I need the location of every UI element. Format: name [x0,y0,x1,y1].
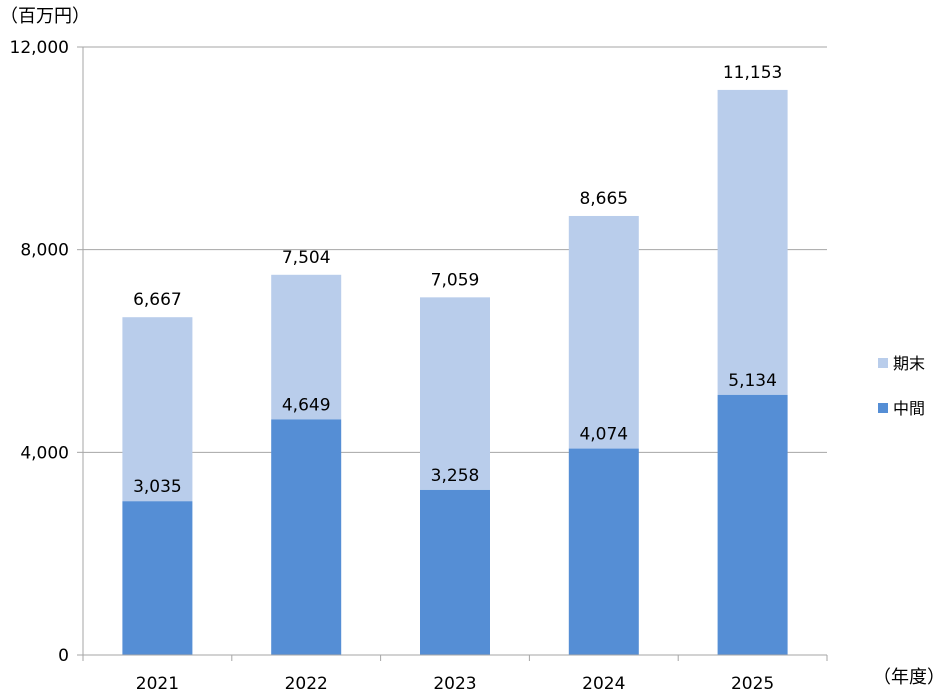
data-label-total: 7,059 [431,270,480,290]
data-label-total: 8,665 [579,189,628,209]
data-label-chukan: 5,134 [728,371,777,391]
legend-label-chukan: 中間 [893,399,925,418]
y-tick-label: 0 [58,646,69,666]
data-label-total: 7,504 [282,248,331,268]
data-label-chukan: 4,074 [579,425,628,445]
bar-chukan-2023 [420,489,490,655]
bar-kimatsu-2025 [717,89,788,395]
bar-chukan-2024 [568,448,639,655]
x-tick-label: 2024 [582,674,625,694]
data-label-chukan: 4,649 [282,395,331,415]
data-label-total: 11,153 [723,63,782,83]
x-tick-label: 2023 [433,674,476,694]
legend-swatch-kimatsu [878,358,888,368]
y-axis-label: （百万円） [0,6,90,27]
bar-kimatsu-2024 [568,215,639,449]
bar-kimatsu-2021 [122,317,193,502]
legend-swatch-chukan [878,403,888,413]
data-label-chukan: 3,035 [133,477,182,497]
bar-kimatsu-2023 [420,297,490,490]
x-tick-label: 2025 [731,674,774,694]
bar-chukan-2025 [717,394,788,655]
x-tick-label: 2021 [136,674,179,694]
data-label-chukan: 3,258 [431,466,480,486]
x-axis-label: （年度） [873,667,945,688]
bar-chukan-2022 [271,419,342,655]
y-tick-label: 8,000 [20,241,69,261]
data-label-total: 6,667 [133,290,182,310]
bar-chukan-2021 [122,501,193,655]
legend-label-kimatsu: 期末 [893,354,925,373]
y-tick-label: 4,000 [20,443,69,463]
x-tick-label: 2022 [285,674,328,694]
bar-kimatsu-2022 [271,274,342,420]
y-tick-label: 12,000 [10,38,69,58]
